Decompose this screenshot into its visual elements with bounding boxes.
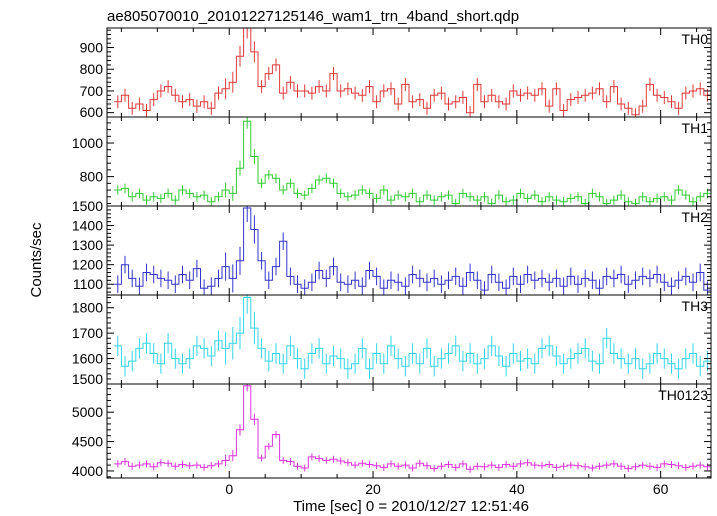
step-line	[114, 297, 711, 370]
panel-frame	[106, 383, 712, 479]
panel-label: TH1	[682, 120, 709, 136]
x-tick-label: 0	[225, 481, 233, 497]
y-tick-label: 1400	[72, 218, 103, 234]
y-tick-label: 600	[80, 104, 104, 120]
panel-label: TH0	[682, 31, 709, 47]
y-tick-label: 1500	[72, 198, 103, 214]
y-tick-label: 4500	[72, 434, 103, 450]
y-tick-label: 4000	[72, 463, 103, 479]
x-axis-label: Time [sec] 0 = 2010/12/27 12:51:46	[293, 498, 529, 515]
y-tick-label: 900	[80, 40, 104, 56]
series-th3	[114, 295, 711, 379]
y-tick-label: 5000	[72, 404, 103, 420]
chart-title: ae805070010_20101227125146_wam1_trn_4ban…	[107, 8, 519, 25]
y-tick-label: 1500	[72, 371, 103, 387]
y-tick-label: 1000	[72, 135, 103, 151]
panel-label: TH3	[682, 298, 709, 314]
x-tick-label: 40	[509, 481, 525, 497]
panel-label: TH2	[682, 209, 709, 225]
panel-th1: 800 1000 TH1	[72, 116, 712, 207]
step-line	[114, 120, 711, 204]
step-line	[114, 28, 711, 116]
y-tick-label: 1300	[72, 237, 103, 253]
y-axis-label: Counts/sec	[28, 222, 45, 298]
series-th0	[114, 28, 711, 117]
y-tick-label: 1100	[73, 276, 103, 292]
panel-th2: 1100 1200 1300 1400 1500 TH2	[72, 198, 712, 296]
panel-frame	[106, 116, 712, 207]
y-tick-label: 700	[80, 83, 104, 99]
x-tick-label: 60	[653, 481, 669, 497]
panel-frame	[106, 294, 712, 385]
panel-th0123: 4000 4500 5000 TH0123	[72, 383, 712, 479]
y-tick-label: 800	[80, 61, 104, 77]
y-tick-label: 1200	[72, 257, 103, 273]
y-tick-label: 800	[80, 169, 104, 185]
y-tick-label: 1600	[72, 351, 103, 367]
panel-label: TH0123	[658, 387, 708, 403]
panel-th3: 1500 1600 1700 1800 TH3	[72, 294, 712, 387]
x-tick-label: 20	[365, 481, 381, 497]
y-tick-label: 1800	[72, 300, 103, 316]
series-th1	[114, 117, 711, 206]
step-line	[114, 385, 711, 470]
series-th0123	[114, 384, 711, 473]
panel-th0: 600 700 800 900 TH0	[80, 27, 712, 120]
step-line	[114, 207, 711, 291]
panel-stack: 600700800900TH08001000TH1110012001300140…	[72, 27, 712, 497]
series-th2	[114, 206, 711, 295]
y-tick-label: 1700	[72, 325, 103, 341]
